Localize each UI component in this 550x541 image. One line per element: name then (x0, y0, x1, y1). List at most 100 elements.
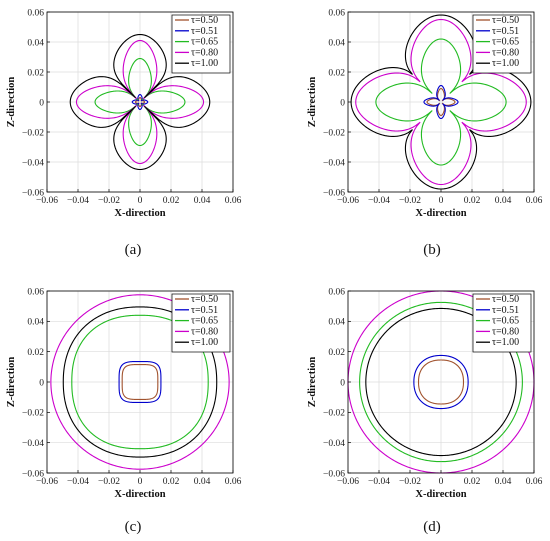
y-tick-label: 0.06 (27, 8, 44, 18)
y-tick-label: −0.06 (323, 469, 345, 479)
x-tick-label: 0.06 (526, 477, 543, 487)
chart-panel-2: −0.06−0.06 −0.04 −0.04 −0.02 −0.02 0 0 0.02 0.02… (307, 8, 543, 258)
x-tick-label: −0.06 (36, 477, 58, 487)
y-tick-label: −0.06 (22, 188, 44, 198)
legend-entry: τ=1.00 (191, 58, 218, 69)
legend-entry: τ=0.65 (492, 316, 519, 327)
x-tick-label: 0 (439, 477, 444, 487)
legend-entry: τ=0.80 (191, 326, 218, 337)
y-axis-label: Z-direction (6, 357, 17, 408)
x-tick-label: −0.02 (399, 196, 421, 206)
x-tick-label: −0.04 (368, 196, 390, 206)
x-tick-label: −0.06 (36, 196, 58, 206)
y-axis-label: Z-direction (6, 77, 17, 128)
y-tick-label: −0.02 (323, 409, 345, 419)
y-tick-label: 0.04 (328, 38, 345, 48)
y-tick-label: 0 (340, 98, 345, 108)
series-line (413, 354, 469, 410)
legend-entry: τ=0.50 (191, 294, 218, 305)
x-tick-label: 0.06 (225, 196, 242, 206)
panel-caption: (c) (125, 519, 142, 535)
x-tick-label: 0.04 (194, 196, 211, 206)
x-tick-label: 0.02 (163, 196, 180, 206)
series-line (121, 364, 159, 400)
x-tick-label: 0.04 (495, 477, 512, 487)
legend-box (472, 293, 532, 353)
x-tick-label: 0.02 (163, 477, 180, 487)
series-line (423, 84, 459, 120)
x-tick-label: 0.02 (464, 477, 481, 487)
x-axis-label: X-direction (114, 208, 165, 219)
y-tick-label: 0.04 (328, 318, 345, 328)
legend-entry: τ=0.51 (191, 26, 218, 37)
series-line (355, 18, 527, 186)
y-tick-label: −0.02 (323, 128, 345, 138)
panel-caption: (d) (423, 519, 441, 535)
y-axis-label: Z-direction (307, 77, 318, 128)
y-tick-label: 0 (39, 98, 44, 108)
legend-entry: τ=0.51 (191, 305, 218, 316)
x-tick-label: 0 (138, 477, 143, 487)
y-tick-label: 0.02 (328, 68, 345, 78)
series-line (75, 39, 205, 165)
legend-entry: τ=0.51 (492, 305, 519, 316)
y-tick-label: 0.06 (328, 8, 345, 18)
legend-entry: τ=0.50 (191, 15, 218, 26)
legend-entry: τ=0.50 (492, 15, 519, 26)
x-tick-label: 0 (439, 196, 444, 206)
y-tick-label: −0.04 (22, 158, 44, 168)
x-tick-label: −0.06 (337, 477, 359, 487)
x-tick-label: −0.02 (98, 477, 120, 487)
chart-panel-4: −0.06−0.06 −0.04 −0.04 −0.02 −0.02 0 0 0.02 0.02… (307, 287, 543, 535)
series-line (69, 33, 211, 171)
series-line (131, 93, 149, 111)
x-axis-label: X-direction (415, 208, 466, 219)
y-tick-label: 0.02 (27, 348, 44, 358)
y-tick-label: 0.04 (27, 38, 44, 48)
y-tick-label: 0.06 (27, 287, 44, 297)
x-tick-label: −0.06 (337, 196, 359, 206)
series-line (94, 57, 186, 147)
legend-entry: τ=0.65 (191, 316, 218, 327)
y-tick-label: 0.02 (27, 68, 44, 78)
x-tick-label: −0.02 (399, 477, 421, 487)
legend-entry: τ=1.00 (191, 337, 218, 348)
x-axis-label: X-direction (415, 489, 466, 500)
x-tick-label: 0.06 (526, 196, 543, 206)
legend-entry: τ=0.80 (492, 326, 519, 337)
y-tick-label: −0.06 (323, 188, 345, 198)
y-tick-label: 0.04 (27, 318, 44, 328)
y-tick-label: 0.06 (328, 287, 345, 297)
y-tick-label: −0.02 (22, 128, 44, 138)
legend-entry: τ=1.00 (492, 337, 519, 348)
x-tick-label: 0.04 (495, 196, 512, 206)
x-axis-label: X-direction (114, 489, 165, 500)
panel-caption: (a) (125, 242, 142, 258)
y-tick-label: −0.04 (323, 158, 345, 168)
series-line (118, 360, 162, 404)
y-tick-label: −0.02 (22, 409, 44, 419)
legend-entry: τ=0.80 (191, 47, 218, 58)
legend-entry: τ=0.65 (191, 37, 218, 48)
x-tick-label: −0.04 (67, 477, 89, 487)
x-tick-label: 0.04 (194, 477, 211, 487)
y-tick-label: 0 (39, 378, 44, 388)
legend-entry: τ=0.65 (492, 37, 519, 48)
legend-entry: τ=1.00 (492, 58, 519, 69)
x-tick-label: 0 (138, 196, 143, 206)
x-tick-label: 0.02 (464, 196, 481, 206)
chart-panel-3: −0.06−0.06 −0.04 −0.04 −0.02 −0.02 0 0 0.02 0.02… (6, 287, 242, 535)
x-tick-label: −0.04 (67, 196, 89, 206)
legend-entry: τ=0.50 (492, 294, 519, 305)
y-tick-label: −0.04 (323, 439, 345, 449)
x-tick-label: −0.02 (98, 196, 120, 206)
y-tick-label: −0.06 (22, 469, 44, 479)
y-tick-label: −0.04 (22, 439, 44, 449)
y-tick-label: 0 (340, 378, 345, 388)
series-line (375, 38, 507, 166)
panel-caption: (b) (423, 242, 441, 258)
chart-panel-1: −0.06−0.06 −0.04 −0.04 −0.02 −0.02 0 0 0.02 0.02… (6, 8, 242, 258)
x-tick-label: −0.04 (368, 477, 390, 487)
legend-entry: τ=0.80 (492, 47, 519, 58)
